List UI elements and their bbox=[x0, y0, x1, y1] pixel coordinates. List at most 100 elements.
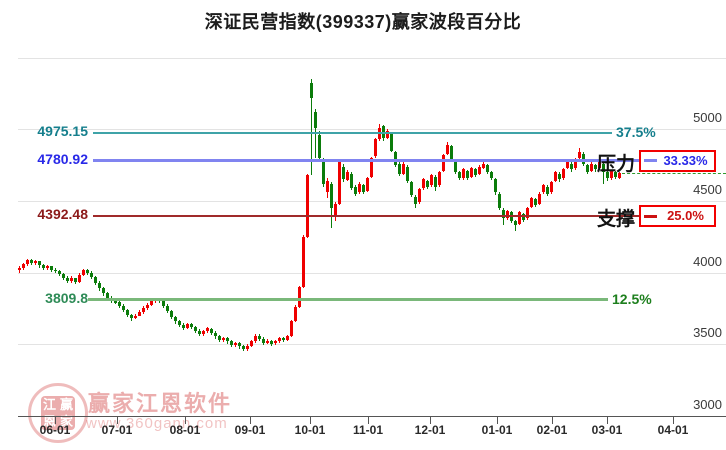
level-pct-33.33: 33.33% bbox=[663, 152, 708, 168]
candle bbox=[122, 304, 125, 313]
level-value-12.5: 3809.8 bbox=[45, 289, 88, 306]
candle bbox=[538, 192, 541, 206]
candle bbox=[606, 170, 609, 181]
level-line-25.0% bbox=[93, 215, 640, 218]
candle bbox=[290, 320, 293, 338]
candle bbox=[546, 185, 549, 196]
candle bbox=[150, 299, 153, 307]
x-axis-tick bbox=[607, 417, 608, 424]
candle bbox=[182, 322, 185, 330]
candle bbox=[74, 277, 77, 285]
candle bbox=[478, 165, 481, 176]
candle bbox=[174, 315, 177, 324]
level-pct-25: 25.0% bbox=[667, 208, 704, 224]
candle bbox=[278, 336, 281, 343]
candle bbox=[422, 178, 425, 190]
x-axis-tick bbox=[55, 417, 56, 424]
candle bbox=[498, 192, 501, 211]
candle bbox=[486, 163, 489, 175]
x-axis-label: 10-01 bbox=[294, 423, 326, 437]
watermark-seal-characters: 江赢恩家 bbox=[41, 396, 75, 430]
candle bbox=[126, 308, 129, 318]
x-axis-line bbox=[18, 416, 726, 417]
candle bbox=[262, 337, 265, 346]
y-axis-label: 4000 bbox=[693, 253, 722, 269]
candle bbox=[54, 267, 57, 274]
candle bbox=[574, 158, 577, 170]
candle bbox=[370, 156, 373, 179]
resistance-line-dash bbox=[644, 159, 657, 163]
candle bbox=[366, 176, 369, 193]
candle bbox=[78, 273, 81, 283]
resistance-pct-box: 33.33% bbox=[639, 149, 716, 172]
candle bbox=[346, 169, 349, 181]
watermark-seal-logo: 江赢恩家 bbox=[28, 383, 88, 443]
watermark-brand-text: 赢家江恩软件 bbox=[88, 391, 233, 416]
candle bbox=[222, 336, 225, 342]
candle bbox=[426, 179, 429, 189]
seal-char: 家 bbox=[59, 414, 73, 429]
candle bbox=[490, 170, 493, 181]
candle bbox=[406, 165, 409, 184]
support-line-dash bbox=[644, 214, 657, 218]
candle bbox=[26, 259, 29, 267]
x-axis-tick bbox=[250, 417, 251, 424]
candle bbox=[162, 299, 165, 308]
candle bbox=[94, 275, 97, 285]
candle bbox=[470, 166, 473, 179]
candle bbox=[566, 160, 569, 170]
candle bbox=[330, 182, 333, 229]
seal-char: 赢 bbox=[59, 397, 73, 412]
candle bbox=[66, 276, 69, 284]
candle bbox=[558, 172, 561, 182]
candle bbox=[530, 196, 533, 209]
y-axis-label: 4500 bbox=[693, 182, 722, 197]
candlestick-plot[interactable] bbox=[0, 30, 726, 420]
x-axis-label: 03-01 bbox=[591, 423, 623, 437]
candle bbox=[306, 173, 309, 238]
x-axis-label: 01-01 bbox=[481, 423, 513, 437]
candle bbox=[618, 172, 621, 180]
seal-char: 恩 bbox=[42, 414, 56, 429]
x-axis-tick bbox=[117, 417, 118, 424]
candle bbox=[42, 264, 45, 271]
x-axis-tick bbox=[310, 417, 311, 424]
gridline bbox=[18, 201, 726, 202]
candle bbox=[438, 170, 441, 187]
candle bbox=[550, 180, 553, 194]
last-price-dashed-line bbox=[622, 173, 726, 175]
candle bbox=[186, 322, 189, 330]
candle bbox=[554, 170, 557, 183]
candle bbox=[594, 163, 597, 172]
candle bbox=[570, 162, 573, 172]
candle bbox=[70, 276, 73, 283]
candle bbox=[442, 153, 445, 173]
candle bbox=[610, 169, 613, 180]
watermark-site-text: www.360gann.com bbox=[86, 415, 228, 432]
candle bbox=[194, 325, 197, 333]
candle bbox=[302, 235, 305, 288]
candle bbox=[394, 150, 397, 168]
candle bbox=[350, 172, 353, 191]
level-line-12.5% bbox=[88, 298, 608, 302]
candle bbox=[170, 309, 173, 320]
candle bbox=[614, 170, 617, 180]
candle bbox=[102, 287, 105, 296]
resistance-label: 压力 bbox=[597, 153, 636, 175]
x-axis-tick bbox=[497, 417, 498, 424]
candle bbox=[238, 342, 241, 349]
y-axis-label: 3500 bbox=[693, 325, 722, 341]
candle bbox=[602, 162, 605, 184]
candle bbox=[430, 173, 433, 187]
x-axis-label: 08-01 bbox=[169, 423, 201, 437]
level-line-33.33% bbox=[93, 159, 640, 163]
support-label: 支撑 bbox=[597, 209, 636, 231]
x-axis-label: 04-01 bbox=[657, 423, 689, 437]
candle bbox=[386, 129, 389, 140]
candle bbox=[582, 152, 585, 166]
gridline bbox=[18, 272, 726, 274]
y-axis-label: 3000 bbox=[693, 397, 722, 412]
candle bbox=[254, 334, 257, 343]
candle bbox=[250, 340, 253, 348]
candle bbox=[434, 175, 437, 191]
